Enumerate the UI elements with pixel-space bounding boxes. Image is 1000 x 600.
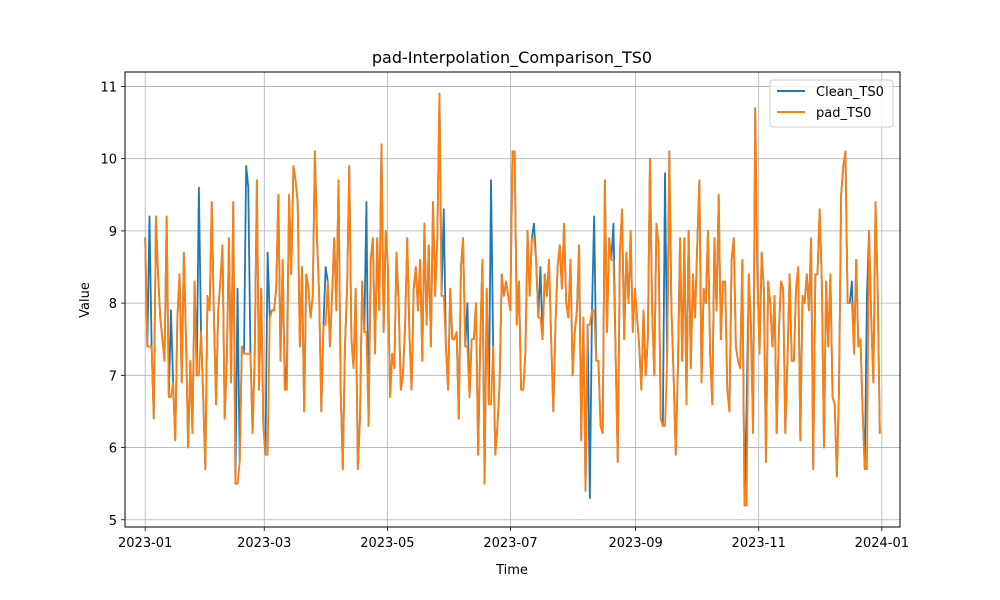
y-tick-label: 11 (100, 80, 117, 95)
x-tick-label: 2023-05 (360, 536, 414, 551)
chart-title: pad-Interpolation_Comparison_TS0 (372, 48, 652, 68)
legend-label-pad: pad_TS0 (816, 106, 871, 121)
x-tick-label: 2023-03 (237, 536, 291, 551)
y-tick-label: 7 (109, 369, 117, 384)
x-tick-label: 2024-01 (855, 536, 909, 551)
x-tick-label: 2023-07 (483, 536, 537, 551)
y-tick-label: 10 (100, 153, 117, 168)
y-tick-label: 5 (109, 514, 117, 529)
y-axis-title: Value (78, 282, 93, 318)
axis-ticks: 2023-01 2023-03 2023-05 2023-07 2023-09 2023-… (100, 80, 909, 551)
y-tick-label: 8 (109, 297, 117, 312)
x-axis-title: Time (495, 563, 528, 578)
y-tick-label: 6 (109, 442, 117, 457)
x-tick-label: 2023-09 (608, 536, 662, 551)
legend: Clean_TS0 pad_TS0 (769, 79, 894, 128)
x-tick-label: 2023-01 (118, 536, 172, 551)
series-line-pad-ts0 (144, 92, 881, 507)
y-tick-label: 9 (109, 225, 117, 240)
plot-frame (124, 71, 901, 528)
x-tick-label: 2023-11 (732, 536, 786, 551)
legend-label-clean: Clean_TS0 (816, 85, 884, 100)
series-lines (144, 92, 881, 507)
